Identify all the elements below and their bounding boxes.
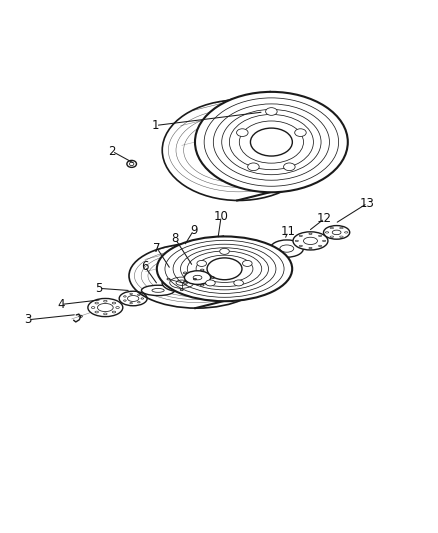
- Ellipse shape: [141, 285, 175, 296]
- Text: 3: 3: [25, 313, 32, 326]
- Ellipse shape: [243, 261, 252, 266]
- Text: 6: 6: [141, 260, 148, 273]
- Ellipse shape: [293, 232, 328, 250]
- Ellipse shape: [325, 232, 329, 233]
- Text: 7: 7: [153, 241, 161, 255]
- Ellipse shape: [344, 232, 348, 233]
- Text: 1: 1: [152, 119, 159, 132]
- Text: 12: 12: [317, 212, 332, 225]
- Ellipse shape: [265, 108, 277, 115]
- Ellipse shape: [205, 280, 215, 286]
- Ellipse shape: [157, 237, 292, 301]
- Ellipse shape: [330, 228, 334, 229]
- Ellipse shape: [167, 278, 170, 280]
- Text: 9: 9: [190, 224, 198, 237]
- Ellipse shape: [184, 271, 211, 285]
- Ellipse shape: [330, 236, 334, 237]
- Text: 10: 10: [214, 210, 229, 223]
- Ellipse shape: [170, 277, 194, 288]
- Text: 5: 5: [95, 282, 102, 295]
- Ellipse shape: [251, 128, 292, 156]
- Ellipse shape: [194, 278, 197, 280]
- Ellipse shape: [162, 273, 201, 292]
- Ellipse shape: [270, 240, 304, 257]
- Ellipse shape: [119, 291, 147, 306]
- Text: 2: 2: [108, 145, 116, 158]
- Ellipse shape: [88, 298, 123, 317]
- Text: 4: 4: [57, 298, 65, 311]
- Ellipse shape: [234, 280, 244, 286]
- Ellipse shape: [340, 236, 343, 237]
- Text: 8: 8: [172, 232, 179, 246]
- Ellipse shape: [195, 92, 348, 192]
- Text: 13: 13: [360, 197, 375, 209]
- Ellipse shape: [180, 289, 183, 290]
- Ellipse shape: [283, 163, 295, 171]
- Ellipse shape: [247, 163, 259, 171]
- Text: 11: 11: [280, 225, 296, 238]
- Ellipse shape: [127, 160, 137, 167]
- Ellipse shape: [197, 261, 206, 266]
- Ellipse shape: [324, 225, 350, 239]
- Ellipse shape: [207, 258, 242, 280]
- Ellipse shape: [220, 248, 230, 254]
- Ellipse shape: [295, 129, 306, 136]
- Ellipse shape: [237, 129, 248, 136]
- Ellipse shape: [340, 228, 343, 229]
